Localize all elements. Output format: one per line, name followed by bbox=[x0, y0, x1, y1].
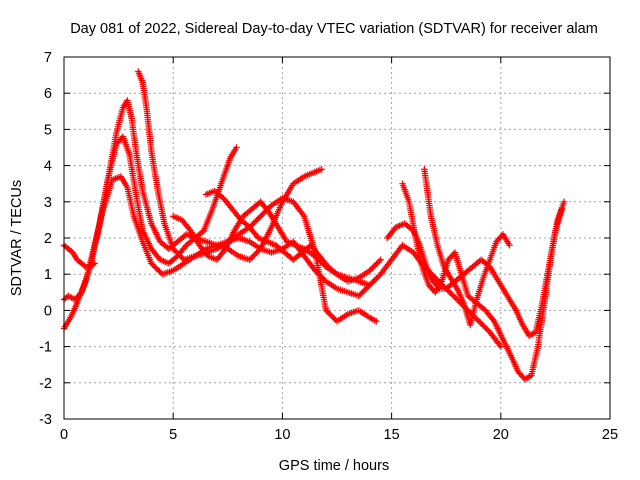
y-axis-label: SDTVAR / TECUs bbox=[9, 180, 25, 296]
data-point bbox=[373, 318, 380, 325]
y-tick-label: 2 bbox=[44, 231, 52, 247]
data-point bbox=[76, 290, 84, 297]
gridlines bbox=[64, 57, 610, 419]
data-point bbox=[332, 269, 339, 277]
series-track-6 bbox=[202, 187, 384, 285]
data-point bbox=[497, 343, 504, 350]
chart-title: Day 081 of 2022, Sidereal Day-to-day VTE… bbox=[70, 21, 598, 37]
x-tick-label: 15 bbox=[384, 427, 400, 443]
y-tick-label: -1 bbox=[39, 340, 52, 356]
series-track-9 bbox=[421, 166, 513, 329]
series-track-2 bbox=[60, 133, 380, 325]
plot-frame bbox=[63, 56, 611, 420]
data-point bbox=[377, 256, 384, 263]
x-axis-label: GPS time / hours bbox=[279, 458, 389, 474]
data-point bbox=[318, 166, 325, 173]
x-tick-label: 20 bbox=[493, 427, 509, 443]
data-point bbox=[81, 262, 88, 269]
series-track-5 bbox=[170, 198, 373, 289]
data-point bbox=[560, 198, 568, 205]
data-point bbox=[376, 257, 383, 265]
y-tick-label: -2 bbox=[39, 376, 52, 392]
data-point bbox=[366, 281, 373, 289]
y-tick-label: 5 bbox=[44, 122, 52, 138]
x-tick-label: 25 bbox=[602, 427, 618, 443]
y-tick-label: 1 bbox=[44, 267, 52, 283]
y-tick-label: 7 bbox=[44, 50, 52, 66]
series-track-3 bbox=[93, 97, 240, 253]
data-point bbox=[233, 144, 240, 151]
x-tick-label: 10 bbox=[274, 427, 290, 443]
axes: 0 5 10 15 20 25 -3 -2 -1 0 1 2 3 4 5 6 7 bbox=[39, 50, 618, 443]
data-points bbox=[60, 68, 568, 383]
data-point bbox=[91, 260, 98, 267]
y-tick-label: -3 bbox=[39, 412, 52, 428]
x-tick-label: 0 bbox=[60, 427, 68, 443]
data-point bbox=[89, 261, 97, 268]
y-tick-label: 4 bbox=[44, 159, 52, 175]
y-tick-label: 6 bbox=[44, 86, 52, 102]
x-tick-label: 5 bbox=[169, 427, 177, 443]
y-tick-label: 3 bbox=[44, 195, 52, 211]
series-track-8 bbox=[399, 180, 568, 383]
data-point bbox=[506, 242, 513, 249]
y-tick-label: 0 bbox=[44, 303, 52, 319]
